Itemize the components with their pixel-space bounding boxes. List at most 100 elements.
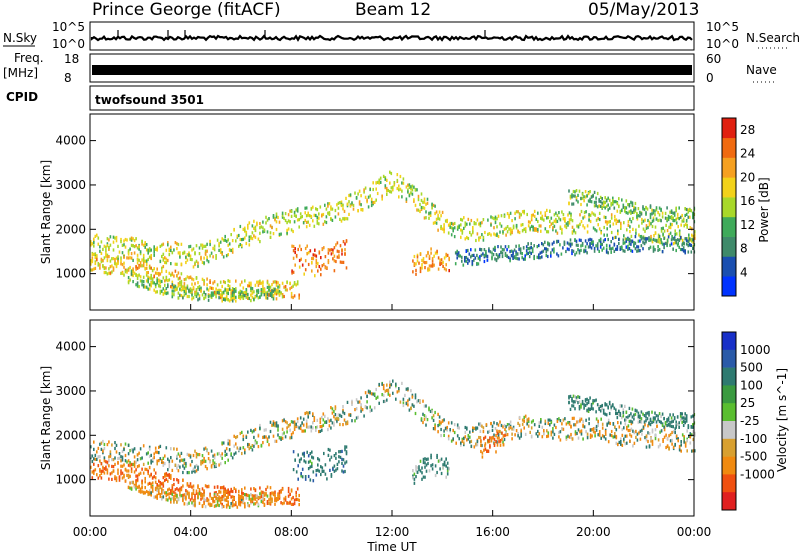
range-cell	[252, 287, 254, 290]
range-cell	[594, 228, 596, 231]
range-cell	[433, 419, 435, 422]
range-cell	[202, 487, 204, 490]
range-cell	[504, 215, 506, 218]
range-cell	[129, 475, 131, 478]
range-cell	[526, 245, 528, 248]
range-cell	[602, 423, 604, 426]
range-cell	[501, 432, 503, 435]
range-cell	[150, 257, 152, 260]
range-cell	[684, 251, 686, 254]
range-cell	[249, 504, 251, 507]
range-cell	[320, 421, 322, 424]
range-cell	[480, 444, 482, 447]
range-cell	[324, 204, 326, 207]
range-cell	[599, 218, 601, 221]
range-cell	[294, 459, 296, 462]
range-cell	[262, 497, 264, 500]
range-cell	[685, 223, 687, 226]
range-cell	[388, 389, 390, 392]
range-cell	[93, 244, 95, 247]
range-cell	[314, 254, 316, 257]
range-cell	[462, 219, 464, 222]
range-cell	[313, 253, 315, 256]
range-cell	[431, 416, 433, 419]
range-cell	[665, 422, 667, 425]
range-cell	[581, 418, 583, 421]
range-cell	[561, 228, 563, 231]
range-cell	[644, 208, 646, 211]
range-cell	[654, 239, 656, 242]
range-cell	[123, 266, 125, 269]
range-cell	[554, 424, 556, 427]
range-cell	[229, 506, 231, 509]
range-cell	[637, 439, 639, 442]
range-cell	[143, 492, 145, 495]
range-cell	[206, 499, 208, 502]
range-cell	[499, 231, 501, 234]
range-cell	[196, 260, 198, 263]
range-cell	[354, 192, 356, 195]
range-cell	[330, 419, 332, 422]
range-cell	[596, 229, 598, 232]
range-cell	[383, 175, 385, 178]
range-cell	[227, 459, 229, 462]
range-cell	[102, 440, 104, 443]
range-cell	[203, 245, 205, 248]
range-cell	[187, 483, 189, 486]
range-cell	[288, 490, 290, 493]
range-cell	[316, 261, 318, 264]
range-cell	[261, 495, 263, 498]
range-cell	[686, 429, 688, 432]
power-colorbar-tick: 20	[740, 170, 755, 184]
range-cell	[506, 254, 508, 257]
range-cell	[520, 435, 522, 438]
range-cell	[626, 435, 628, 438]
range-cell	[340, 456, 342, 459]
range-cell	[163, 485, 165, 488]
range-cell	[332, 468, 334, 471]
range-cell	[691, 450, 693, 453]
range-cell	[483, 437, 485, 440]
range-cell	[158, 446, 160, 449]
range-cell	[220, 491, 222, 494]
range-cell	[512, 257, 514, 260]
nsearch-label: N.Search	[746, 31, 800, 45]
range-cell	[191, 248, 193, 251]
range-cell	[203, 494, 205, 497]
range-cell	[463, 264, 465, 267]
range-cell	[689, 208, 691, 211]
range-cell	[531, 214, 533, 217]
range-cell	[132, 259, 134, 262]
range-cell	[548, 422, 550, 425]
range-cell	[629, 440, 631, 443]
range-cell	[218, 496, 220, 499]
range-cell	[258, 291, 260, 294]
range-cell	[451, 440, 453, 443]
range-cell	[648, 411, 650, 414]
range-cell	[259, 492, 261, 495]
range-cell	[508, 245, 510, 248]
range-cell	[182, 484, 184, 487]
range-cell	[360, 203, 362, 206]
range-cell	[280, 491, 282, 494]
range-cell	[623, 411, 625, 414]
range-cell	[543, 243, 545, 246]
range-cell	[105, 468, 107, 471]
nave-tick-top: 60	[706, 52, 721, 66]
range-cell	[123, 256, 125, 259]
range-cell	[482, 452, 484, 455]
range-cell	[221, 498, 223, 501]
range-cell	[199, 492, 201, 495]
range-cell	[601, 404, 603, 407]
range-cell	[163, 259, 165, 262]
range-cell	[608, 440, 610, 443]
range-cell	[514, 217, 516, 220]
range-cell	[285, 288, 287, 291]
range-cell	[460, 223, 462, 226]
range-cell	[191, 289, 193, 292]
range-cell	[418, 465, 420, 468]
range-cell	[360, 396, 362, 399]
range-cell	[566, 422, 568, 425]
range-cell	[307, 214, 309, 217]
range-cell	[654, 248, 656, 251]
